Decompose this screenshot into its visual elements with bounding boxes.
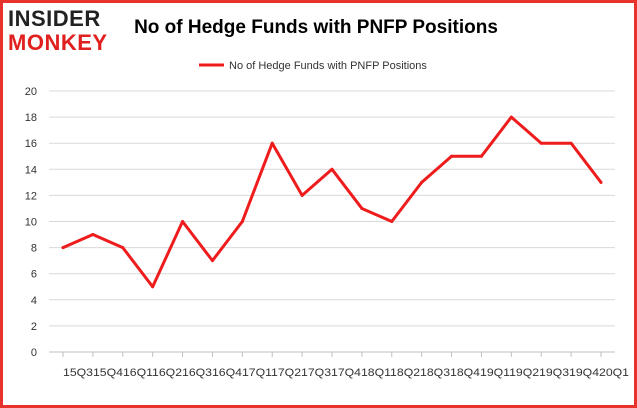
chart-title: No of Hedge Funds with PNFP Positions: [134, 17, 498, 38]
data-point: [270, 141, 274, 145]
y-tick-label: 8: [31, 243, 37, 255]
data-point: [420, 180, 424, 184]
chart-legend: No of Hedge Funds with PNFP Positions: [199, 60, 427, 72]
data-point: [509, 115, 513, 119]
x-axis-ticks: 15Q315Q416Q116Q216Q316Q417Q117Q217Q317Q4…: [63, 367, 629, 379]
x-tick-labels: 15Q315Q416Q116Q216Q316Q417Q117Q217Q317Q4…: [63, 367, 629, 379]
data-point: [360, 206, 364, 210]
legend-label: No of Hedge Funds with PNFP Positions: [229, 60, 427, 72]
data-point: [210, 259, 214, 263]
data-point: [91, 233, 95, 237]
data-point: [181, 220, 185, 223]
data-point: [121, 246, 125, 250]
y-tick-label: 10: [25, 217, 37, 229]
data-point: [300, 193, 304, 197]
data-point: [569, 141, 573, 145]
y-tick-label: 14: [25, 164, 37, 176]
series-line: [61, 115, 603, 289]
y-tick-label: 6: [31, 269, 37, 281]
data-point: [479, 154, 483, 158]
y-tick-label: 20: [25, 86, 37, 98]
y-axis-ticks: 0 2 4 6 8 10 12 14 16 18 20: [25, 86, 37, 359]
data-point: [330, 167, 334, 171]
data-point: [599, 180, 603, 184]
y-tick-label: 0: [31, 347, 37, 359]
logo-line-1: INSIDER: [8, 6, 101, 31]
logo-line-2: MONKEY: [8, 30, 108, 55]
data-point: [450, 154, 454, 158]
series-layer: [61, 115, 603, 289]
y-tick-label: 12: [25, 190, 37, 202]
y-tick-label: 4: [31, 295, 37, 307]
data-point: [61, 246, 65, 250]
data-point: [539, 141, 543, 145]
insider-monkey-logo: INSIDER MONKEY: [8, 6, 108, 55]
axes: [49, 351, 615, 357]
y-tick-label: 18: [25, 112, 37, 124]
y-tick-label: 2: [31, 321, 37, 333]
grid-lines: [49, 90, 615, 327]
data-point: [151, 285, 155, 289]
data-point: [240, 220, 244, 223]
y-tick-label: 16: [25, 138, 37, 150]
data-point: [390, 220, 394, 223]
